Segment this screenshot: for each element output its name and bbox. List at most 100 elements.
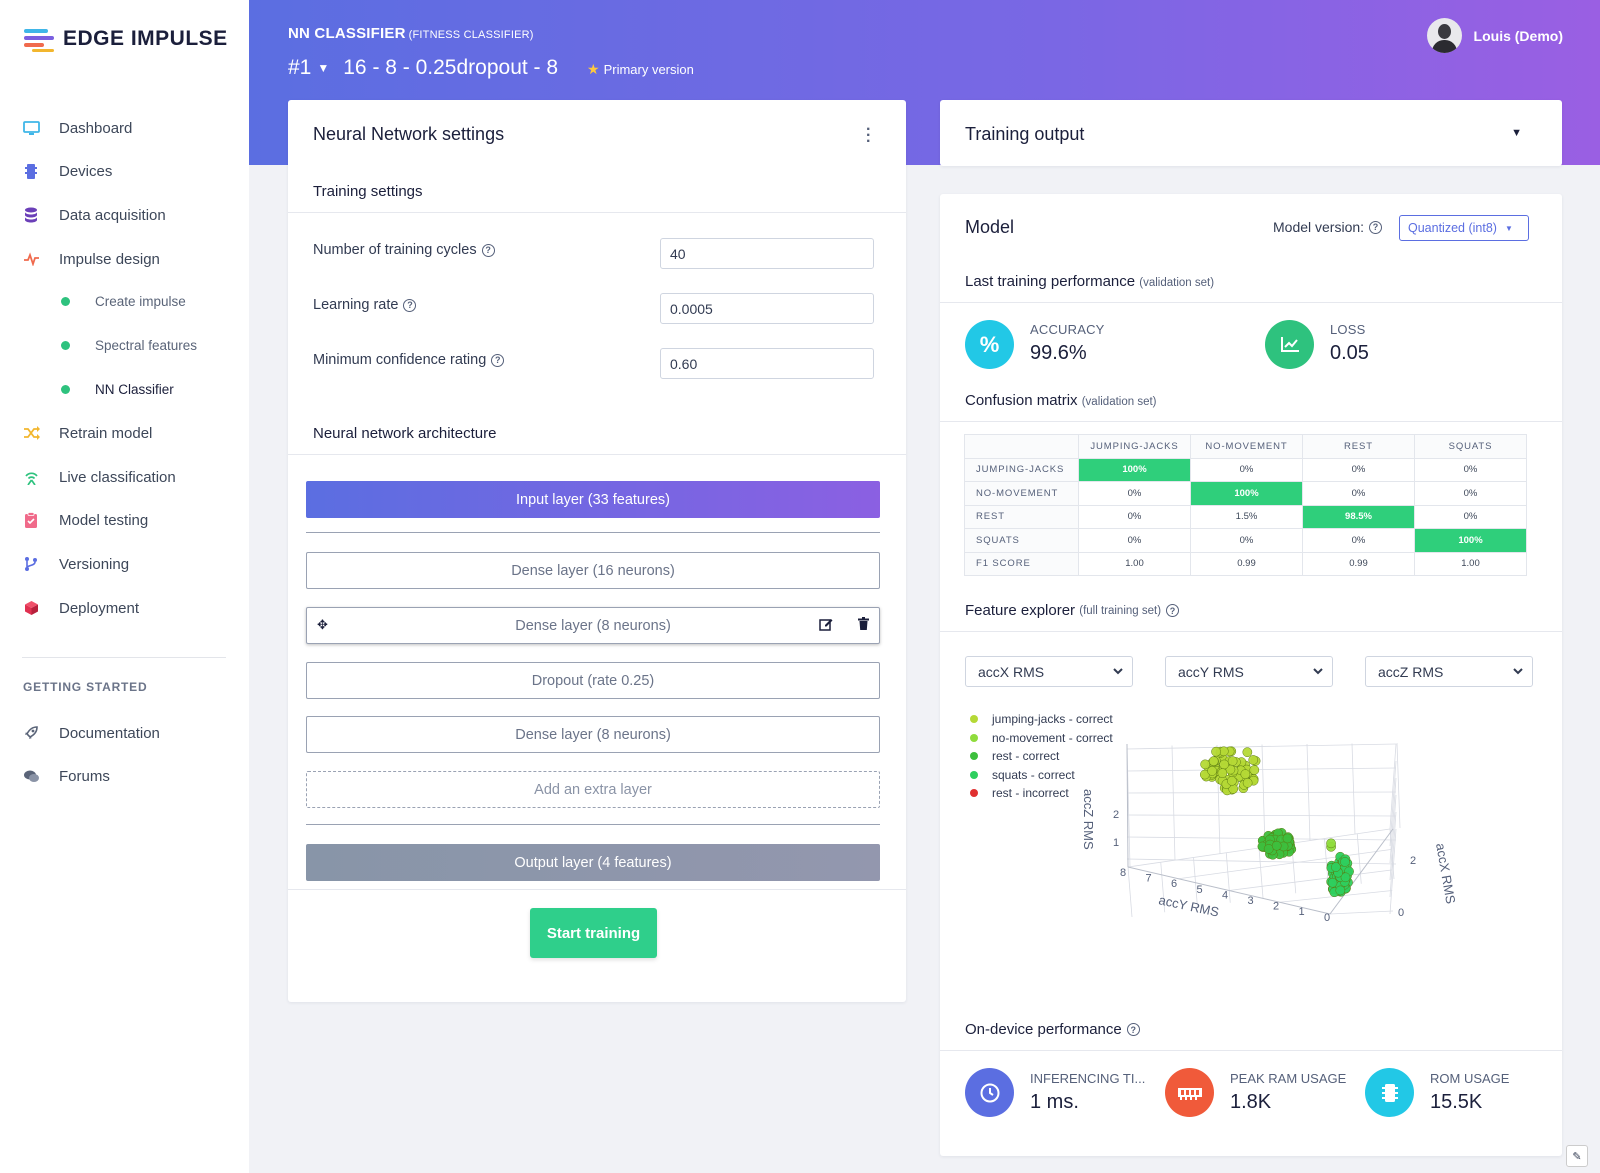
dense-layer-2[interactable]: ✥ Dense layer (8 neurons) (306, 607, 880, 644)
cube-icon (22, 599, 40, 617)
sidebar-item-dashboard[interactable]: Dashboard (0, 108, 249, 148)
version-selector[interactable]: #1 ▼ 16 - 8 - 0.25dropout - 8 (288, 56, 558, 80)
output-layer[interactable]: Output layer (4 features) (306, 844, 880, 881)
user-menu[interactable]: Louis (Demo) (1426, 18, 1563, 53)
column-header: SQUATS (1414, 434, 1527, 459)
help-icon[interactable]: ? (1126, 1023, 1140, 1036)
feedback-icon[interactable]: ✎ (1566, 1145, 1588, 1167)
sidebar-item-label: NN Classifier (95, 381, 174, 397)
help-icon[interactable]: ? (491, 353, 505, 367)
confusion-matrix-title: Confusion matrix (validation set) (965, 392, 1157, 409)
grid-line (1258, 847, 1264, 899)
sidebar-item-label: Devices (59, 162, 113, 180)
divider (940, 302, 1562, 303)
grid-line (1171, 745, 1176, 861)
training-cycles-input[interactable] (660, 238, 874, 269)
grid-line (1228, 869, 1392, 891)
grid-line (1225, 852, 1231, 903)
help-icon[interactable]: ? (403, 298, 417, 312)
add-layer-button[interactable]: Add an extra layer (306, 771, 880, 808)
point-jumping-jacks (1249, 765, 1260, 775)
z-axis-select[interactable]: accZ RMS (1365, 656, 1533, 687)
trash-icon[interactable] (858, 617, 869, 633)
section-note: (validation set) (1081, 396, 1157, 408)
logo[interactable]: EDGE IMPULSE (24, 27, 228, 52)
sidebar-subitem-create-impulse[interactable]: Create impulse (0, 281, 249, 321)
legend-item[interactable]: no-movement - correct (970, 729, 1113, 748)
x-tick-label: 2 (1410, 855, 1416, 867)
table-cell: 0% (1078, 504, 1191, 529)
help-icon[interactable]: ? (1369, 220, 1383, 234)
training-output-card[interactable]: Training output ▼ (940, 100, 1562, 166)
sidebar-section-label: GETTING STARTED (23, 680, 148, 694)
point-squats (1340, 872, 1351, 883)
sidebar-item-data-acquisition[interactable]: Data acquisition (0, 195, 249, 235)
sidebar-item-live-classification[interactable]: Live classification (0, 457, 249, 497)
min-confidence-input[interactable] (660, 348, 874, 379)
grid-line (1356, 833, 1362, 884)
grid-line (1389, 777, 1397, 864)
plot-points (1199, 746, 1354, 898)
signal-icon (22, 468, 40, 486)
sidebar-item-impulse-design[interactable]: Impulse design (0, 239, 249, 279)
sidebar-item-documentation[interactable]: Documentation (0, 713, 249, 753)
row-header: JUMPING-JACKS (964, 457, 1079, 482)
page-title: NN CLASSIFIER (FITNESS CLASSIFIER) (288, 25, 534, 42)
row-header: F1 SCORE (964, 551, 1079, 576)
perf-value: 1.8K (1230, 1091, 1272, 1113)
model-card: Model Model version:? Quantized (int8) ▼ … (940, 194, 1562, 1156)
sidebar-item-devices[interactable]: Devices (0, 151, 249, 191)
divider (306, 532, 880, 533)
field-label-text: Minimum confidence rating (313, 352, 487, 368)
sidebar-item-label: Data acquisition (59, 206, 166, 224)
sidebar-item-label: Spectral features (95, 337, 198, 353)
dense-layer-1[interactable]: Dense layer (16 neurons) (306, 552, 880, 589)
table-cell: 0% (1414, 504, 1527, 529)
grid-line (1351, 743, 1356, 835)
sidebar-item-forums[interactable]: Forums (0, 756, 249, 796)
clipboard-check-icon (22, 511, 40, 529)
monitor-icon (22, 119, 40, 137)
learning-rate-input[interactable] (660, 293, 874, 324)
model-version-text: Model version: (1273, 219, 1365, 235)
y-axis-select[interactable]: accY RMS (1165, 656, 1333, 687)
perf-value: 15.5K (1430, 1091, 1483, 1113)
legend-item[interactable]: rest - correct (970, 747, 1113, 766)
chip-icon (1365, 1068, 1414, 1117)
dropout-layer[interactable]: Dropout (rate 0.25) (306, 662, 880, 699)
x-axis-select[interactable]: accX RMS (965, 656, 1133, 687)
chat-icon (22, 767, 40, 785)
legend-item[interactable]: rest - incorrect (970, 784, 1113, 803)
start-training-button[interactable]: Start training (530, 908, 657, 958)
sidebar-item-versioning[interactable]: Versioning (0, 544, 249, 584)
sidebar-item-model-testing[interactable]: Model testing (0, 500, 249, 540)
legend-item[interactable]: squats - correct (970, 766, 1113, 785)
sidebar-item-deployment[interactable]: Deployment (0, 588, 249, 628)
table-cell: 0% (1302, 457, 1415, 482)
move-icon[interactable]: ✥ (317, 617, 328, 632)
grid-line (1126, 791, 1397, 794)
perf-label: ROM USAGE (1430, 1071, 1510, 1086)
caret-down-icon[interactable]: ▼ (1511, 127, 1522, 139)
sidebar-item-retrain-model[interactable]: Retrain model (0, 413, 249, 453)
card-title: Neural Network settings (313, 124, 505, 144)
help-icon[interactable]: ? (481, 243, 495, 257)
point-squats (1335, 885, 1346, 896)
model-version-select[interactable]: Quantized (int8) ▼ (1399, 215, 1529, 241)
help-icon[interactable]: ? (1166, 604, 1180, 617)
edit-icon[interactable] (819, 617, 833, 634)
section-note: (full training set) (1079, 604, 1162, 617)
feature-explorer-3d-scatter[interactable]: 8 7 6 5 4 3 2 1 0 2 1 0 2 accY RMS accZ RMS accX RMS (1060, 724, 1490, 934)
dense-layer-3[interactable]: Dense layer (8 neurons) (306, 716, 880, 753)
version-name: 16 - 8 - 0.25dropout - 8 (343, 56, 559, 79)
sidebar-subitem-spectral-features[interactable]: Spectral features (0, 325, 249, 365)
legend-item[interactable]: jumping-jacks - correct (970, 710, 1113, 729)
primary-version-badge: ★ Primary version (587, 61, 694, 78)
z-tick-label: 1 (1113, 837, 1119, 849)
table-row: SQUATS 0% 0% 0% 100% (964, 528, 1527, 553)
sidebar-item-label: Create impulse (95, 293, 186, 309)
input-layer[interactable]: Input layer (33 features) (306, 481, 880, 518)
training-cycles-label: Number of training cycles? (313, 242, 495, 258)
kebab-menu-icon[interactable]: · · · (866, 121, 872, 150)
sidebar-subitem-nn-classifier[interactable]: NN Classifier (0, 369, 249, 409)
